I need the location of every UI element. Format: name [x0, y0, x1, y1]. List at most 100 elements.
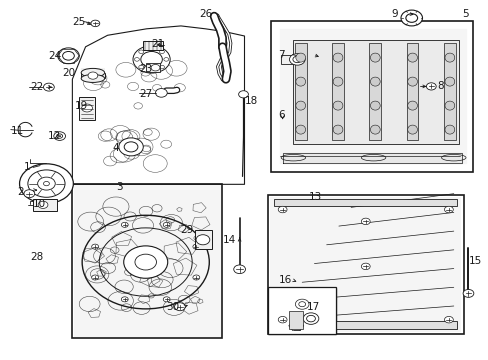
Circle shape [54, 132, 65, 140]
Circle shape [91, 20, 100, 27]
Circle shape [62, 51, 74, 60]
Bar [33, 199, 57, 211]
Text: 1: 1 [23, 162, 30, 172]
Circle shape [88, 72, 98, 79]
Circle shape [303, 313, 318, 324]
Ellipse shape [332, 53, 342, 62]
Circle shape [444, 316, 452, 323]
Bar [79, 97, 95, 120]
Circle shape [196, 235, 209, 245]
Circle shape [400, 10, 422, 26]
Text: 17: 17 [306, 302, 320, 312]
Bar [294, 43, 306, 140]
Ellipse shape [407, 77, 417, 86]
Text: 15: 15 [468, 256, 481, 266]
Bar [270, 197, 460, 332]
Text: 6: 6 [277, 110, 284, 120]
Ellipse shape [444, 101, 454, 110]
Text: 16: 16 [278, 275, 291, 285]
Circle shape [192, 275, 199, 280]
Ellipse shape [370, 101, 380, 110]
Circle shape [121, 222, 128, 228]
Circle shape [92, 275, 99, 280]
Circle shape [306, 315, 315, 322]
Text: 26: 26 [199, 9, 212, 19]
Circle shape [233, 265, 245, 274]
Text: 12: 12 [48, 131, 61, 141]
Circle shape [278, 316, 286, 323]
Text: 30: 30 [166, 302, 179, 312]
Text: 10: 10 [33, 199, 46, 209]
Bar [72, 184, 222, 338]
Bar [267, 195, 463, 334]
Circle shape [192, 244, 199, 249]
Text: 4: 4 [112, 143, 119, 153]
Circle shape [298, 302, 305, 307]
Ellipse shape [295, 101, 305, 110]
Ellipse shape [332, 101, 342, 110]
Bar [74, 185, 221, 337]
Bar [443, 43, 455, 140]
Bar [267, 287, 336, 334]
Circle shape [92, 244, 99, 249]
Circle shape [361, 218, 369, 225]
Text: 27: 27 [139, 89, 152, 99]
Circle shape [295, 299, 308, 309]
Text: 5: 5 [461, 9, 468, 19]
Circle shape [163, 297, 170, 302]
Circle shape [278, 206, 286, 213]
Bar [293, 40, 458, 144]
Circle shape [135, 254, 156, 270]
Ellipse shape [295, 77, 305, 86]
Text: 25: 25 [72, 17, 85, 27]
Text: 14: 14 [222, 235, 235, 246]
Text: 22: 22 [30, 82, 43, 92]
Circle shape [24, 190, 35, 198]
Circle shape [444, 206, 452, 213]
Bar [406, 43, 418, 140]
Circle shape [43, 83, 54, 91]
Bar [331, 43, 343, 140]
Text: 29: 29 [180, 225, 193, 235]
Bar [267, 288, 336, 334]
Text: 18: 18 [244, 96, 257, 106]
Circle shape [155, 89, 167, 97]
Circle shape [289, 54, 305, 65]
Bar [81, 68, 104, 78]
Circle shape [58, 48, 79, 64]
Ellipse shape [370, 125, 380, 134]
Text: 2: 2 [17, 186, 23, 197]
Circle shape [121, 297, 128, 302]
Circle shape [38, 177, 55, 190]
Ellipse shape [332, 77, 342, 86]
Bar [273, 321, 456, 329]
Text: 24: 24 [48, 51, 61, 61]
Bar [145, 63, 160, 72]
Text: 8: 8 [437, 81, 444, 91]
Bar [273, 199, 456, 206]
Text: 11: 11 [11, 126, 24, 136]
Circle shape [133, 46, 170, 73]
Text: 28: 28 [30, 252, 43, 262]
Circle shape [124, 142, 138, 152]
Ellipse shape [332, 125, 342, 134]
Bar [142, 41, 163, 50]
Circle shape [123, 246, 167, 278]
Ellipse shape [407, 53, 417, 62]
Ellipse shape [295, 53, 305, 62]
Circle shape [38, 201, 48, 208]
Circle shape [43, 181, 49, 186]
Bar [289, 311, 303, 329]
Ellipse shape [81, 68, 104, 77]
Text: 7: 7 [277, 50, 284, 60]
Ellipse shape [444, 77, 454, 86]
Circle shape [361, 263, 369, 270]
Ellipse shape [81, 75, 104, 82]
Ellipse shape [444, 125, 454, 134]
Ellipse shape [407, 125, 417, 134]
Circle shape [405, 14, 417, 22]
Circle shape [238, 91, 248, 98]
Bar [369, 43, 381, 140]
Circle shape [151, 64, 160, 71]
Polygon shape [279, 29, 465, 163]
